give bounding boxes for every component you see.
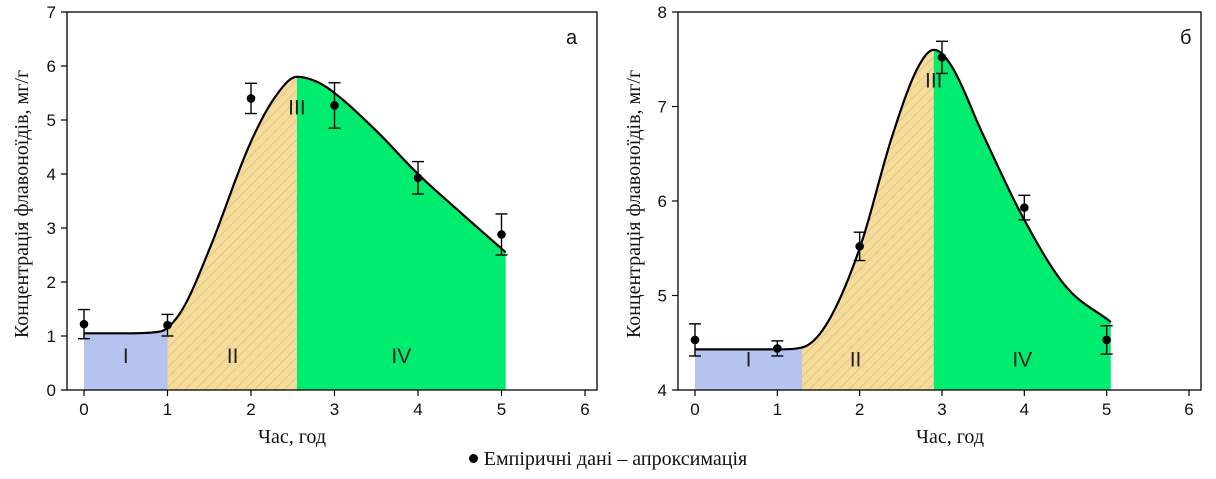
- y-tick-label: 5: [47, 111, 56, 130]
- panel-b-empirical-points: [689, 40, 1113, 357]
- x-tick-label: 3: [330, 400, 339, 419]
- panel-a-region-ii-fill: [167, 76, 297, 391]
- panel-b-x-axis-label: Час, год: [916, 426, 984, 448]
- panel-a-region-label: III: [288, 97, 306, 120]
- panel-b-region-ii-fill: [802, 49, 934, 391]
- panel-b-region-label: II: [850, 348, 862, 371]
- empirical-data-point: [773, 344, 782, 353]
- panel-b-region-label: III: [925, 70, 943, 93]
- empirical-data-point: [246, 94, 256, 103]
- x-tick-label: 6: [580, 400, 589, 419]
- panel-a-region-label: II: [227, 345, 239, 368]
- empirical-data-point: [937, 53, 947, 62]
- y-tick-label: 8: [658, 3, 667, 22]
- legend-point-marker-icon: [468, 454, 478, 463]
- x-tick-label: 5: [1102, 400, 1111, 419]
- x-tick-label: 6: [1184, 400, 1193, 419]
- y-tick-label: 6: [658, 192, 667, 211]
- panel-a-letter: а: [566, 27, 578, 49]
- x-tick-label: 0: [79, 400, 88, 419]
- empirical-data-point: [163, 320, 172, 330]
- panel-a-y-axis-label: Концентрація флавоноїдів, мг/г: [11, 70, 33, 338]
- y-tick-label: 2: [47, 273, 56, 292]
- panel-b-approximation-curve: [695, 48, 1112, 351]
- panel-a-empirical-points: [78, 82, 508, 340]
- panel-a-approximation-curve: [84, 75, 507, 335]
- y-tick-label: 7: [47, 3, 56, 22]
- empirical-data-point: [1102, 335, 1111, 345]
- panel-a-x-axis-label: Час, год: [258, 426, 326, 448]
- y-tick-label: 7: [658, 98, 667, 117]
- panel-b-y-axis-label: Концентрація флавоноїдів, мг/г: [623, 70, 645, 338]
- panel-a-axes: 0 1 2 3 4 5 6 0 1 2 3 4 5 6 7: [47, 3, 598, 419]
- x-tick-label: 1: [163, 400, 172, 419]
- legend-text: Емпіричні дані – апроксимація: [483, 448, 748, 470]
- empirical-data-point: [497, 230, 506, 239]
- empirical-data-point: [690, 335, 700, 345]
- y-tick-label: 4: [47, 165, 56, 184]
- panel-a-region-iv-fill: [296, 76, 506, 391]
- x-tick-label: 1: [773, 400, 782, 419]
- y-tick-label: 4: [658, 381, 667, 400]
- y-tick-label: 3: [47, 219, 56, 238]
- x-tick-label: 4: [1020, 400, 1029, 419]
- plot-frame: [66, 11, 598, 391]
- empirical-data-point: [855, 242, 864, 251]
- panel-b-region-label: IV: [1012, 348, 1032, 371]
- panel-a-region-label: IV: [391, 345, 411, 368]
- panel-a-region-i-fill: [84, 327, 168, 390]
- x-tick-label: 2: [855, 400, 864, 419]
- y-tick-label: 5: [658, 287, 667, 306]
- panel-b-region-label: I: [746, 348, 752, 371]
- y-tick-label: 1: [47, 327, 56, 346]
- panel-a-region-label: I: [123, 345, 129, 368]
- legend: Емпіричні дані – апроксимація: [0, 448, 1216, 471]
- x-tick-label: 4: [413, 400, 422, 419]
- x-tick-label: 0: [690, 400, 699, 419]
- empirical-data-point: [79, 319, 89, 329]
- x-tick-label: 2: [246, 400, 255, 419]
- panel-b-letter: б: [1180, 27, 1191, 49]
- y-tick-label: 0: [47, 381, 56, 400]
- empirical-data-point: [413, 173, 423, 183]
- x-tick-label: 3: [937, 400, 946, 419]
- x-tick-label: 5: [497, 400, 506, 419]
- y-tick-label: 6: [47, 57, 56, 76]
- empirical-data-point: [1020, 203, 1029, 212]
- empirical-data-point: [330, 101, 339, 110]
- panel-b-axes: 0 1 2 3 4 5 6 4 5 6 7 8: [658, 3, 1202, 419]
- panel-b-region-i-fill: [695, 347, 803, 390]
